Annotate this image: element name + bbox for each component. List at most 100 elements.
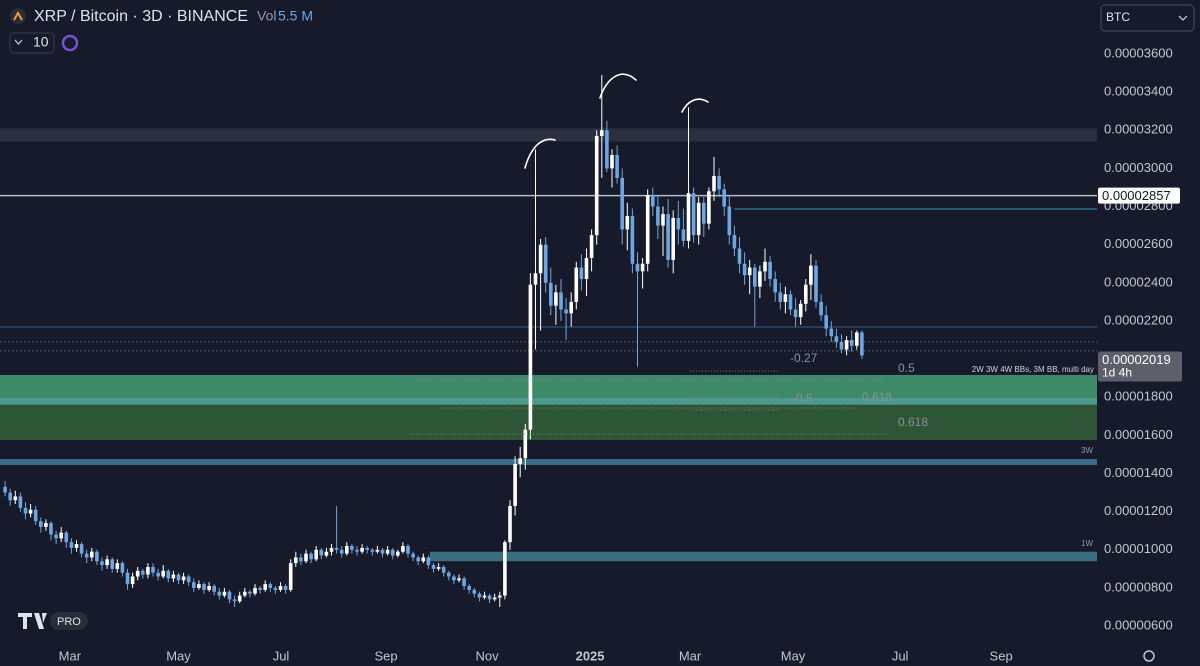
x-tick-label: Sep	[990, 648, 1013, 663]
candle-body	[100, 561, 104, 566]
volume-value: 5.5 M	[278, 8, 313, 24]
logo-text: PRO	[57, 616, 81, 628]
candle-body	[253, 587, 257, 594]
candle-body	[406, 545, 410, 554]
candle-body	[355, 549, 359, 552]
candle-body	[89, 551, 94, 558]
fib-label: 0.618	[862, 390, 892, 404]
currency-label: BTC	[1106, 10, 1130, 24]
candle-body	[217, 591, 222, 596]
candle-body	[283, 586, 288, 590]
y-tick-label: 0.00001400	[1104, 465, 1173, 480]
indicator-icon[interactable]	[61, 34, 79, 52]
candle-body	[263, 584, 267, 590]
x-tick-label: May	[781, 648, 806, 663]
zone	[429, 551, 1097, 562]
y-tick-label: 0.00001600	[1104, 427, 1173, 442]
zone	[0, 128, 1097, 142]
candle-body	[176, 574, 181, 581]
candle-body	[426, 557, 431, 566]
symbol-icon	[10, 8, 26, 24]
candle-body	[135, 570, 140, 577]
candle-body	[691, 193, 696, 236]
candle-body	[803, 284, 808, 304]
interval-value: 10	[33, 34, 49, 50]
candle-body	[64, 532, 69, 543]
logo-badge	[50, 612, 88, 630]
candle-body	[278, 586, 283, 590]
candle-body	[564, 309, 568, 314]
candle-body	[462, 578, 466, 587]
candle-body	[681, 229, 686, 241]
y-tick-label: 0.00001800	[1104, 389, 1173, 404]
candle-body	[212, 586, 216, 592]
candle-body	[375, 549, 380, 552]
candle-body	[191, 582, 196, 588]
chevron	[1178, 15, 1188, 21]
candle-body	[661, 214, 665, 226]
y-tick-label: 0.00002400	[1104, 274, 1173, 289]
y-tick-label: 0.00003400	[1104, 84, 1173, 99]
candle-body	[763, 261, 767, 272]
candle-body	[120, 563, 125, 573]
candle-body	[824, 315, 828, 329]
fib-guides	[410, 370, 885, 435]
candle-body	[166, 570, 171, 579]
candle-body	[676, 217, 681, 230]
candle-body	[513, 463, 517, 506]
price-line-label: 0.00002857	[1102, 188, 1171, 203]
candle-body	[645, 195, 650, 264]
candle-body	[686, 193, 691, 241]
candle-body	[146, 566, 150, 575]
candle-body	[594, 135, 599, 236]
drawing-arc	[524, 138, 556, 169]
candle-body	[411, 553, 415, 558]
candle-body	[380, 549, 385, 554]
candle-body	[768, 261, 772, 279]
candle-body	[742, 263, 747, 276]
candle-body	[446, 572, 451, 577]
candle-body	[732, 235, 737, 249]
candle-body	[589, 235, 594, 259]
x-tick-label: Nov	[475, 648, 499, 663]
candle-body	[747, 267, 752, 276]
candle-body	[258, 587, 262, 590]
candle-body	[773, 278, 777, 293]
chart-title: XRP / Bitcoin · 3D · BINANCE	[34, 8, 248, 25]
candle-body	[18, 496, 23, 508]
candle-body	[401, 545, 405, 552]
candle-body	[181, 576, 186, 581]
fib-label: 0.5	[898, 361, 915, 375]
candle-body	[834, 336, 839, 342]
settings-icon[interactable]	[1143, 650, 1155, 662]
candle-body	[701, 202, 706, 224]
candle-body	[79, 544, 84, 554]
candle-body	[518, 458, 522, 464]
candle-body	[344, 545, 349, 554]
currency-dropdown[interactable]	[1100, 4, 1195, 32]
candle-body	[140, 570, 145, 575]
candle-body	[605, 130, 609, 169]
candle-body	[798, 303, 803, 318]
y-tick-label: 0.00003600	[1104, 45, 1173, 60]
candle-body	[59, 532, 63, 539]
candle-body	[656, 206, 660, 226]
candle-body	[712, 176, 716, 192]
candle-body	[299, 557, 303, 562]
last-price-badge	[1098, 351, 1182, 382]
logo-mark	[18, 613, 47, 629]
candle-body	[783, 294, 788, 302]
candle-body	[227, 591, 232, 600]
candle-body	[314, 549, 318, 560]
candle-body	[640, 263, 645, 272]
zone	[0, 374, 1097, 398]
candle-body	[370, 549, 375, 552]
volume-label: Vol	[257, 8, 276, 24]
candle-body	[844, 340, 849, 350]
interval-input[interactable]	[9, 32, 55, 54]
candle-body	[809, 265, 813, 285]
y-tick-label: 0.00003000	[1104, 160, 1173, 175]
candle-body	[273, 587, 278, 590]
candle-body	[13, 496, 18, 501]
